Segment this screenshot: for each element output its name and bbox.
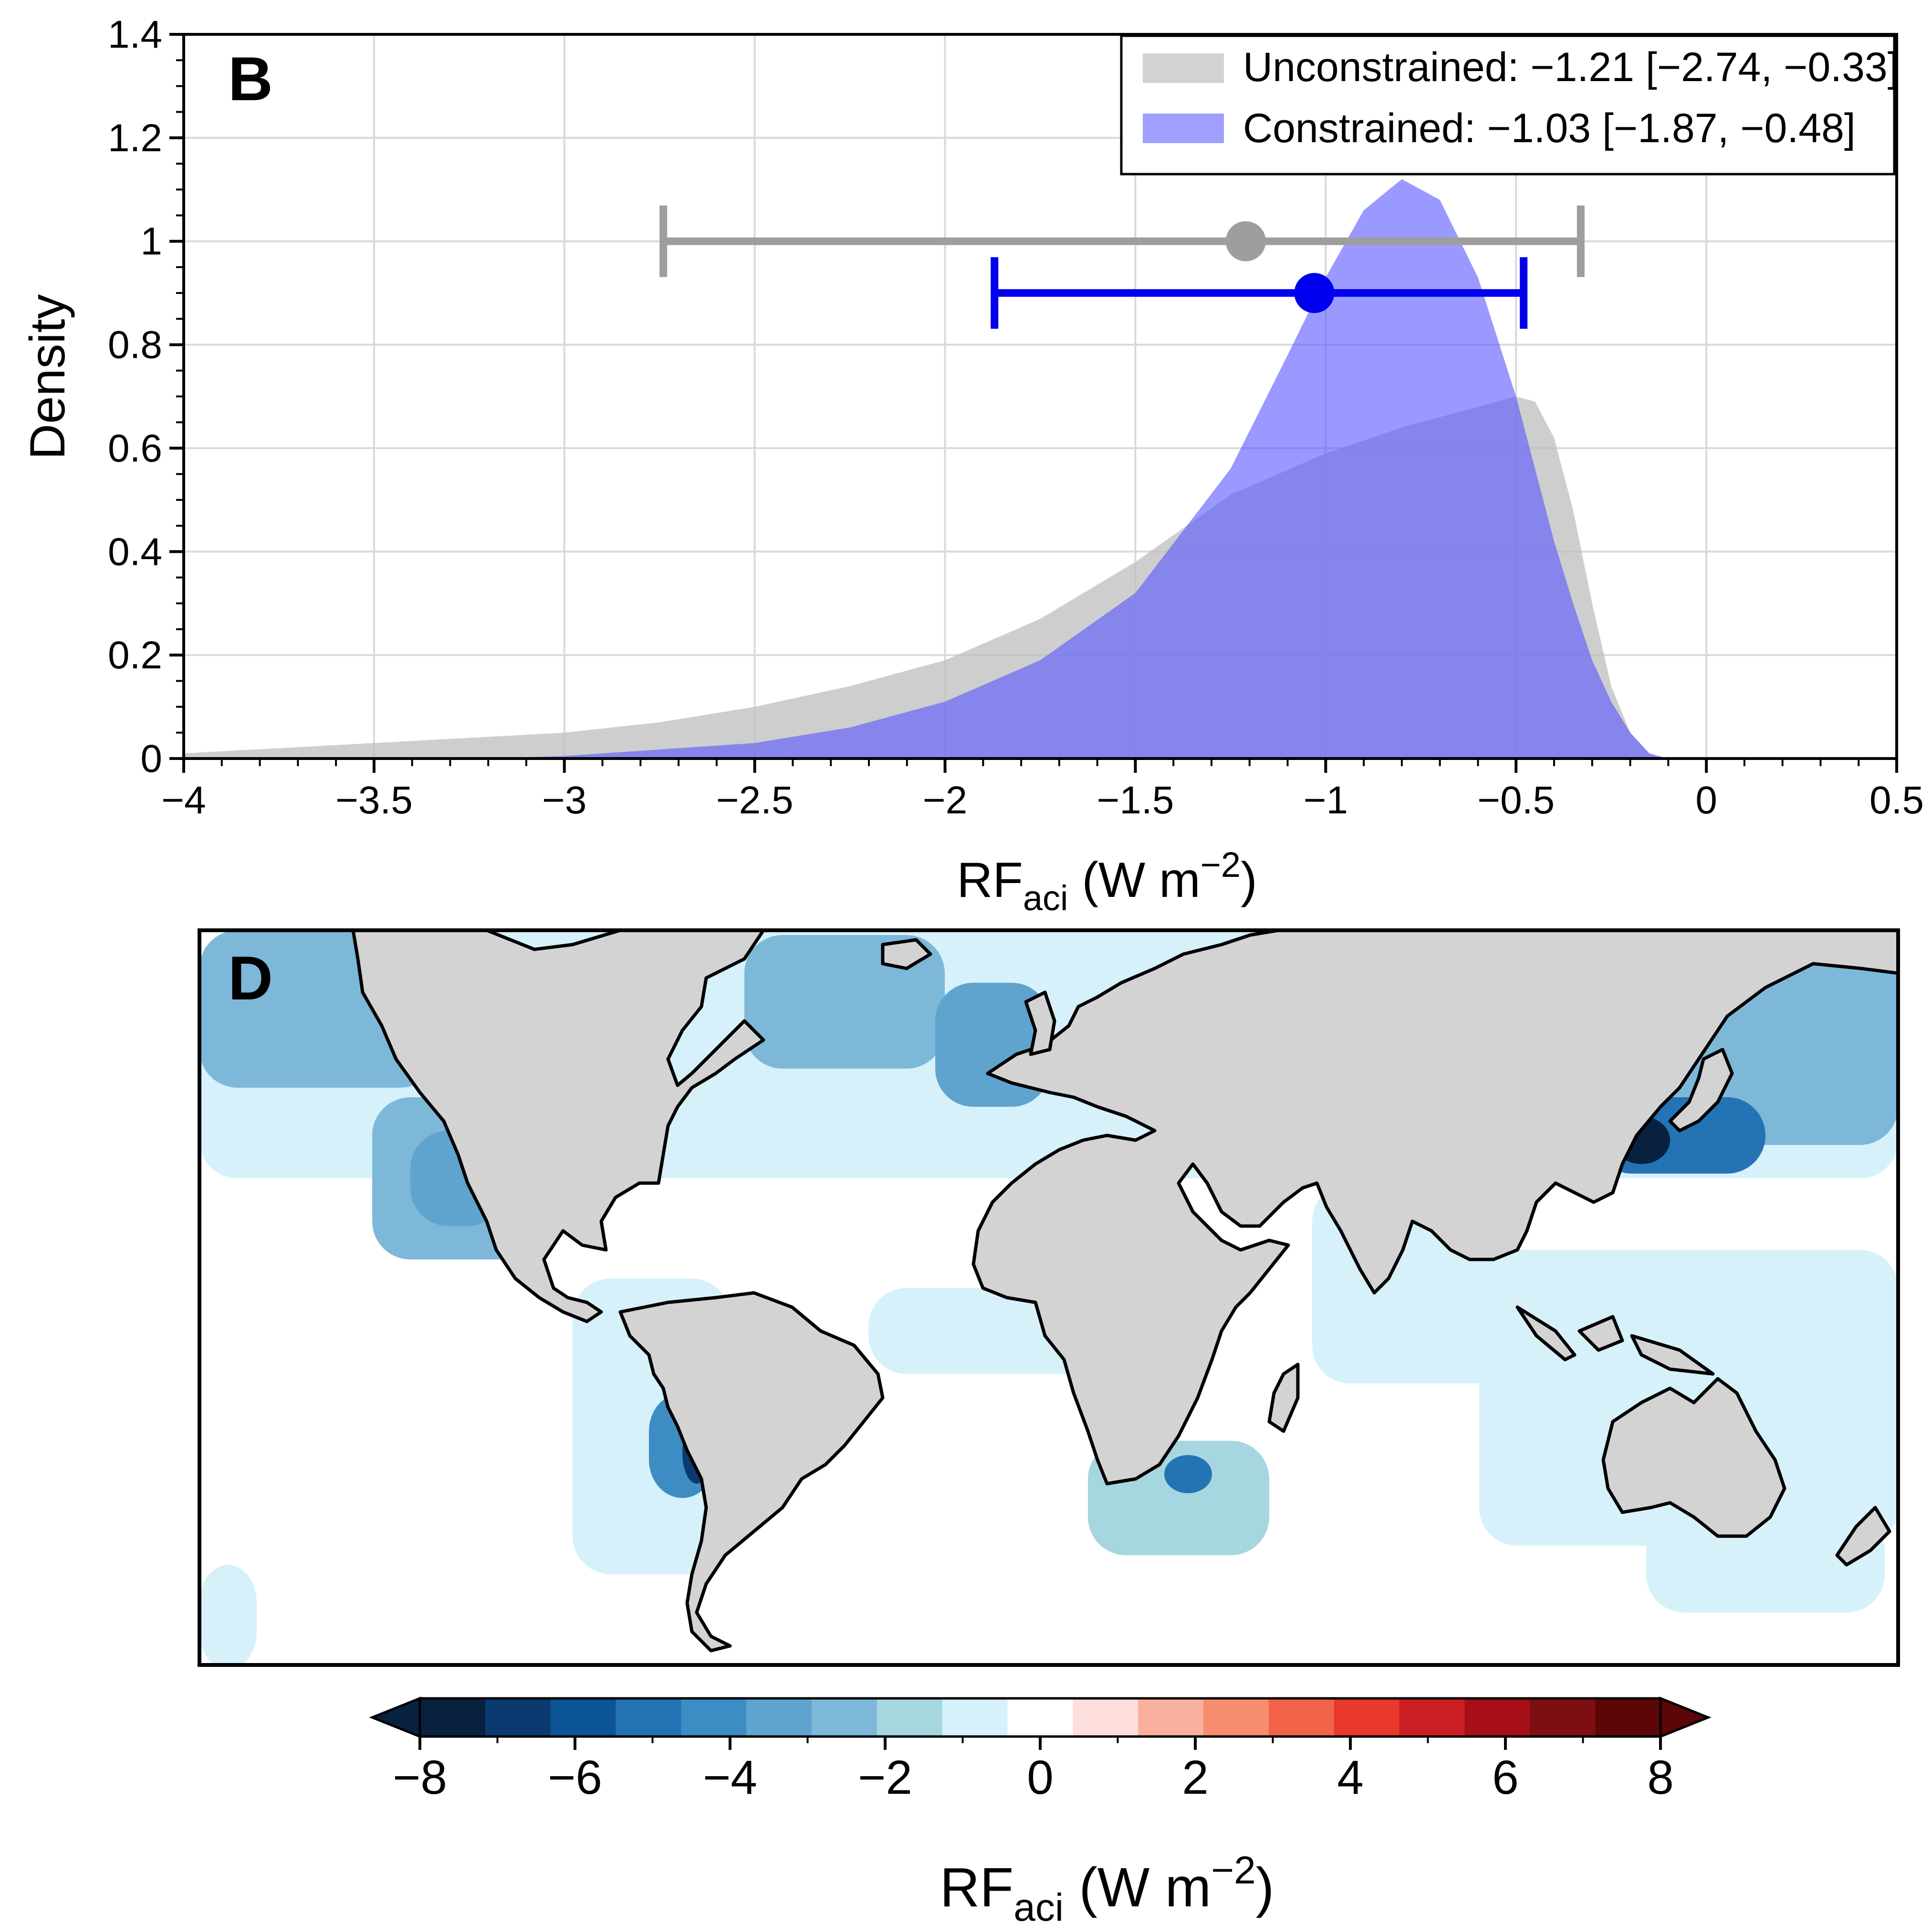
colorbar-cell [420,1698,486,1737]
forcing-patch [1646,1512,1885,1612]
colorbar-cell [812,1698,877,1737]
density-areas [184,179,1669,759]
colorbar-cell [746,1698,813,1737]
colorbar-label: RFaci (W m−2) [940,1849,1274,1924]
x-tick-label: −3.5 [335,779,413,822]
colorbar-tick-label: 8 [1647,1751,1674,1804]
colorbar-cell [1203,1698,1269,1737]
panel-label-b: B [228,44,273,114]
y-tick-label: 0.4 [108,530,162,573]
x-tick-label: −2.5 [716,779,794,822]
colorbar-cell [550,1698,616,1737]
forcing-patch [1164,1455,1212,1493]
south-america-landmass [618,1291,885,1653]
colorbar-cell [942,1698,1008,1737]
interval-bars [659,205,1585,329]
x-tick-label: −3 [542,779,587,822]
colorbar-label-unit: (W m [1064,1856,1211,1918]
colorbar-ticks: −8 −6 −4 −2 0 2 4 6 8 [393,1737,1674,1804]
x-tick-label: 0 [1695,779,1717,822]
legend-label-unconstrained: Unconstrained: −1.21 [−2.74, −0.33] [1243,44,1899,90]
north-america-landmass [351,930,765,1323]
y-axis-ticks: 0 0.2 0.4 0.6 0.8 1 1.2 1.4 [108,13,184,780]
x-axis-label-main: RF [957,853,1023,908]
colorbar-cell [1464,1698,1531,1737]
colorbar-cell [1268,1698,1335,1737]
colorbar-tick-label: 0 [1027,1751,1054,1804]
x-axis-label-sub: aci [1023,878,1068,918]
colorbar-cell [681,1698,747,1737]
colorbar-cell [616,1698,682,1737]
australia-landmass [1601,1377,1786,1538]
x-tick-label: −2 [923,779,968,822]
y-tick-label: 0.6 [108,426,162,470]
x-tick-label: −1 [1304,779,1348,822]
colorbar-tick-label: −2 [858,1751,912,1804]
legend-swatch-unconstrained [1143,53,1224,83]
indonesia-landmass [1515,1305,1715,1376]
madagascar-landmass [1267,1362,1300,1433]
colorbar-cell [1399,1698,1465,1737]
colorbar-cell [877,1698,943,1737]
continents [351,930,1898,1653]
colorbar-extend-high [1659,1696,1712,1738]
interval-mean-constrained [1294,273,1335,313]
colorbar-tick-label: −6 [548,1751,602,1804]
colorbar-label-close: ) [1256,1856,1274,1918]
x-axis-label-close: ) [1241,853,1257,908]
eurasia-africa-landmass [971,930,1898,1486]
colorbar-cell [485,1698,551,1737]
colorbar-tick-label: 4 [1337,1751,1364,1804]
interval-mean-unconstrained [1225,221,1266,261]
panel-label-d: D [228,943,273,1013]
x-tick-label: −4 [161,779,206,822]
x-axis-label-exp: −2 [1201,845,1241,884]
colorbar-tick-label: −8 [393,1751,447,1804]
colorbar-extend-low [369,1696,421,1738]
iceland-landmass [881,938,932,970]
new-zealand-landmass [1835,1506,1891,1567]
y-tick-label: 1.2 [108,116,162,160]
colorbar-cell [1334,1698,1400,1737]
y-tick-label: 0.8 [108,323,162,367]
colorbar-tick-label: −4 [703,1751,757,1804]
legend: Unconstrained: −1.21 [−2.74, −0.33] Cons… [1120,34,1899,176]
forcing-map: D [198,928,1900,1667]
forcing-patch [744,935,945,1069]
colorbar-tick-label: 6 [1492,1751,1519,1804]
colorbar-cell [1530,1698,1596,1737]
legend-label-constrained: Constrained: −1.03 [−1.87, −0.48] [1243,105,1856,151]
colorbar-tick-label: 2 [1182,1751,1209,1804]
x-tick-label: −1.5 [1097,779,1174,822]
colorbar-cells [369,1696,1712,1738]
y-tick-label: 1 [140,220,162,263]
y-axis-label: Density [20,294,75,460]
colorbar: −8 −6 −4 −2 0 2 4 6 8 RFaci (W m−2) [369,1696,1712,1924]
colorbar-cell [1073,1698,1139,1737]
x-axis-label-unit: (W m [1068,853,1201,908]
colorbar-label-exp: −2 [1211,1849,1256,1892]
great-britain-landmass [1024,990,1056,1056]
x-tick-label: 0.5 [1869,779,1924,822]
y-tick-label: 0.2 [108,634,162,677]
x-tick-label: −0.5 [1477,779,1555,822]
density-chart: −4 −3.5 −3 −2.5 −2 −1.5 −1 −0.5 0 0.5 00.20.40.60… [20,13,1924,918]
x-axis-label: RFaci (W m−2) [957,845,1257,918]
colorbar-label-sub: aci [1013,1886,1064,1924]
map-frame [198,928,1900,1667]
colorbar-cell [1595,1698,1661,1737]
legend-box [1120,34,1896,176]
colorbar-cell [1007,1698,1074,1737]
forcing-patch [199,1565,257,1665]
x-axis-ticks: −4 −3.5 −3 −2.5 −2 −1.5 −1 −0.5 0 0.5 [161,759,1924,822]
y-tick-label: 1.4 [108,13,162,56]
density-area-constrained [488,179,1669,759]
japan-landmass [1668,1048,1734,1133]
legend-swatch-constrained [1143,114,1224,143]
y-tick-label: 0 [140,737,162,780]
colorbar-label-main: RF [940,1856,1014,1918]
colorbar-cell [1138,1698,1204,1737]
